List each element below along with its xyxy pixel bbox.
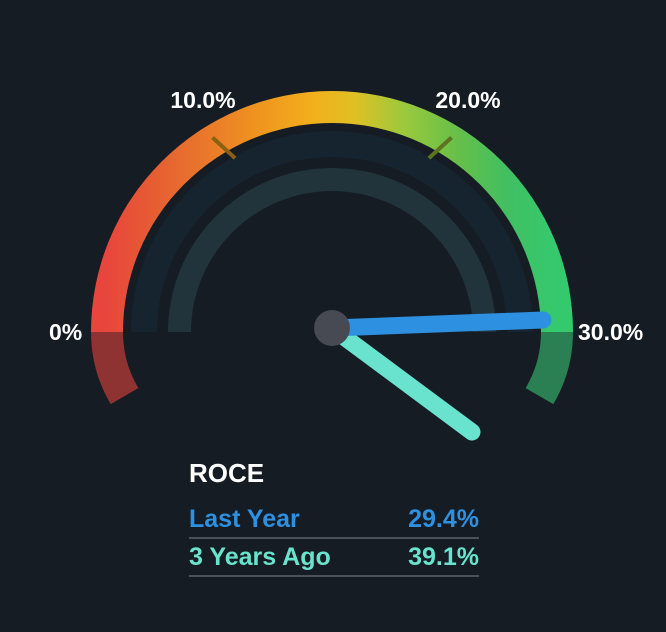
gauge-tick-marks [211, 136, 453, 160]
gauge-tails [91, 332, 573, 405]
gauge-tick-10 [211, 136, 237, 160]
gauge-label-10: 10.0% [170, 87, 235, 113]
legend-label-3-years-ago: 3 Years Ago [189, 543, 331, 571]
legend-label-last-year: Last Year [189, 505, 300, 533]
legend-title: ROCE [189, 458, 264, 488]
gauge-inner-ring-outer [131, 131, 533, 332]
gauge-legend: ROCE Last Year 29.4% 3 Years Ago 39.1% [189, 458, 479, 577]
gauge-tick-20 [427, 136, 453, 160]
gauge-label-30: 30.0% [578, 319, 643, 345]
gauge-needles [323, 311, 552, 441]
gauge-label-20: 20.0% [435, 87, 500, 113]
gauge-inner-ring-inner [168, 168, 496, 332]
needle-last-year [323, 311, 552, 337]
gauge-tail-high [525, 332, 573, 405]
legend-value-last-year: 29.4% [408, 505, 479, 533]
gauge-value-band [91, 91, 573, 332]
gauge-tail-low [91, 332, 139, 405]
gauge-hub [314, 310, 350, 346]
legend-value-3-years-ago: 39.1% [408, 543, 479, 571]
gauge-label-0: 0% [49, 319, 82, 345]
needle-3-years-ago [323, 319, 481, 441]
